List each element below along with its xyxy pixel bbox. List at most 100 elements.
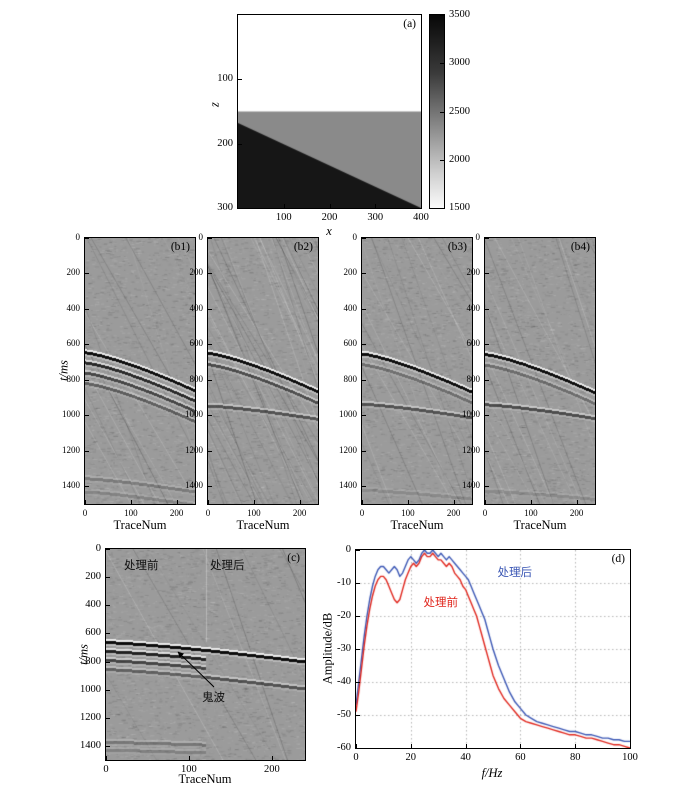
shot-gather-b1-plot: (b1) [84,237,196,505]
tick-mark [485,308,489,310]
tick-mark [208,238,212,239]
x-tick-label: 200 [292,508,307,518]
tick-mark [485,500,486,504]
x-tick-label: 200 [321,212,338,223]
y-tick-label: 200 [217,137,233,149]
y-tick-label: 1400 [339,480,357,491]
tick-mark [530,500,532,504]
legend-label-after: 处理后 [497,567,532,580]
colorbar-tick-label: 3500 [449,9,470,20]
tick-mark [485,344,489,346]
tick-mark [106,605,110,607]
tick-mark [106,745,110,747]
velocity-model-plot: (a) [237,14,422,209]
y-tick-label: -20 [337,610,351,621]
x-tick-label: 0 [82,508,88,518]
y-tick-label: 600 [466,338,481,349]
y-tick-label: -50 [337,709,351,720]
shot-gather-b3-plot: (b3) [361,237,473,505]
tick-mark [520,744,522,748]
tick-mark [465,744,467,748]
spectrum-x-axis-label: f/Hz [481,766,503,780]
spectrum-canvas [356,550,630,748]
tick-mark [356,649,360,650]
y-tick-label: 1000 [62,409,80,420]
tick-mark [208,486,212,488]
panel-label-a: (a) [403,18,416,30]
y-tick-label: 800 [466,373,481,384]
panel-label-c: (c) [287,552,300,564]
shot-gather-b4-plot: (b4) [484,237,596,505]
x-tick-label: 100 [181,764,197,775]
y-tick-label: 1200 [339,444,357,455]
tick-mark [329,204,331,208]
tick-mark [362,308,366,310]
tick-mark [356,748,360,749]
x-tick-label: 0 [103,764,109,775]
x-tick-label: 100 [401,508,415,518]
x-tick-label: 100 [124,508,138,518]
tick-mark [130,500,132,504]
tick-mark [85,450,89,452]
y-tick-label: 800 [85,655,101,667]
y-tick-label: 1000 [462,409,480,420]
spectrum-plot: (d) [355,549,631,749]
c-x-axis-label: TraceNum [178,772,232,786]
tick-mark [85,238,89,239]
y-tick-label: 1400 [462,480,480,491]
tick-mark [238,143,242,145]
tick-mark [106,549,110,550]
tick-mark [85,344,89,346]
tick-mark [238,208,242,209]
x-tick-label: 200 [169,508,184,518]
tick-mark [106,661,110,663]
x-tick-label: 200 [263,764,280,775]
tick-mark [485,486,489,488]
y-tick-label: 600 [66,338,81,349]
model-y-axis-label: z [207,102,222,107]
b3-x-axis-label: TraceNum [390,518,444,532]
tick-mark [356,682,360,683]
y-tick-label: -10 [337,577,351,588]
y-tick-label: 200 [189,267,204,278]
y-tick-label: 800 [343,373,358,384]
y-tick-label: 400 [85,599,101,611]
x-tick-label: 80 [569,752,581,763]
tick-mark [440,63,444,65]
x-tick-label: 20 [405,752,417,763]
tick-mark [106,717,110,719]
y-tick-label: 600 [343,338,358,349]
x-tick-label: 0 [482,508,488,518]
tick-mark [238,79,242,81]
shot-gather-b3-canvas [362,238,472,504]
y-tick-label: 1400 [185,480,203,491]
y-tick-label: 100 [217,73,233,85]
tick-mark [85,486,89,488]
y-tick-label: 400 [66,302,81,313]
colorbar-tick-label: 2500 [449,105,470,117]
y-tick-label: 800 [189,373,204,384]
tick-mark [440,208,444,209]
after-processing-annotation: 处理后 [210,560,245,572]
panel-label-b2: (b2) [293,241,313,253]
y-tick-label: 1400 [62,480,80,491]
y-tick-label: 1400 [80,739,101,751]
y-tick-label: 400 [189,302,204,313]
colorbar-tick-label: 1500 [449,202,470,213]
before-processing-annotation: 处理前 [124,560,159,572]
tick-mark [576,500,578,504]
tick-mark [85,273,89,275]
legend-label-before: 处理前 [423,596,459,609]
tick-mark [362,500,363,504]
tick-mark [253,500,255,504]
comparison-canvas [106,549,305,760]
y-tick-label: 400 [466,302,481,313]
tick-mark [362,486,366,488]
tick-mark [440,15,444,16]
y-tick-label: 0 [75,232,81,242]
tick-mark [485,273,489,275]
tick-mark [106,756,107,760]
tick-mark [407,500,409,504]
tick-mark [440,111,444,113]
